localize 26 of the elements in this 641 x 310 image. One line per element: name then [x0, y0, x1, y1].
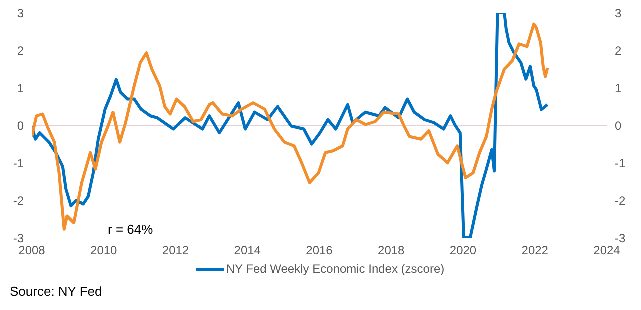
x-tick-label: 2010 [90, 244, 118, 258]
annotation: r = 64% [108, 222, 154, 237]
y-tick-label: -1 [13, 156, 24, 170]
y-tick-label: 3 [17, 6, 24, 20]
y2-tick-label: 1 [615, 81, 622, 96]
y2-tick-label: 3 [615, 6, 622, 20]
source-note: Source: NY Fed [10, 284, 104, 299]
y-tick-label: 1 [17, 81, 24, 96]
y2-tick-label: -3 [615, 231, 626, 246]
x-tick-label: 2012 [162, 244, 190, 258]
x-tick-label: 2018 [378, 244, 406, 258]
x-tick-label: 2014 [234, 244, 262, 258]
x-tick-label: 2020 [450, 244, 477, 258]
y2-tick-label: -2 [615, 194, 626, 208]
x-tick-label: 2022 [522, 244, 549, 258]
y-tick-label: 2 [17, 44, 24, 58]
y-tick-label: 0 [17, 118, 24, 133]
y2-tick-label: 0 [615, 118, 622, 133]
y2-tick-label: 2 [615, 44, 622, 58]
y-tick-label: -3 [13, 231, 24, 246]
y-tick-label: -2 [13, 194, 24, 208]
x-tick-label: 2008 [18, 244, 46, 258]
y2-tick-label: -1 [615, 156, 626, 170]
x-tick-label: 2016 [306, 244, 334, 258]
x-tick-label: 2024 [594, 244, 621, 258]
legend-label: NY Fed Weekly Economic Index (zscore) [225, 262, 445, 276]
